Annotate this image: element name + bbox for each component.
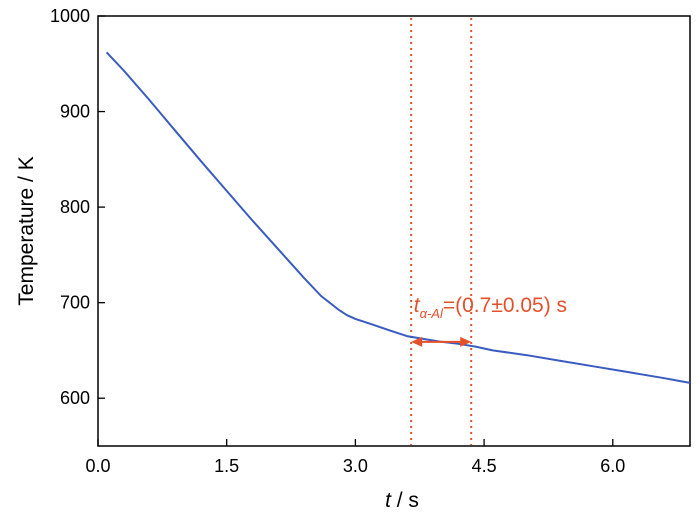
x-tick-label: 4.5 [472,456,497,476]
x-axis-tick-labels: 0.0 1.5 3.0 4.5 6.0 [85,456,625,476]
duration-arrow-head-left [411,336,423,347]
duration-annotation-label: tα-Al=(0.7±0.05) s [414,294,567,321]
x-axis-title-unit: / s [391,489,419,512]
reference-lines [410,18,473,445]
x-tick-label: 0.0 [85,456,110,476]
x-axis-title: t / s [385,489,419,512]
y-tick-label: 800 [60,197,90,217]
x-tick-label: 6.0 [600,456,625,476]
annotation-subscript: α-Al [420,306,444,321]
temperature-series-line [105,51,691,384]
x-tick-label: 1.5 [214,456,239,476]
y-axis-ticks [98,15,105,399]
y-tick-label: 900 [60,102,90,122]
y-axis-title: Temperature / K [15,156,38,305]
duration-arrow-head-right [460,336,472,347]
x-axis-ticks [97,439,614,446]
annotation-group: tα-Al=(0.7±0.05) s [411,294,567,347]
y-tick-label: 700 [60,293,90,313]
y-axis-tick-labels: 600 700 800 900 1000 [50,6,90,408]
annotation-value: =(0.7±0.05) s [443,294,567,317]
y-tick-label: 1000 [50,6,90,26]
plot-area-frame [97,15,691,447]
y-tick-label: 600 [60,388,90,408]
x-tick-label: 3.0 [343,456,368,476]
x-axis-title-variable: t [385,489,392,512]
series-group [105,51,691,384]
annotation-variable: t [414,294,421,317]
